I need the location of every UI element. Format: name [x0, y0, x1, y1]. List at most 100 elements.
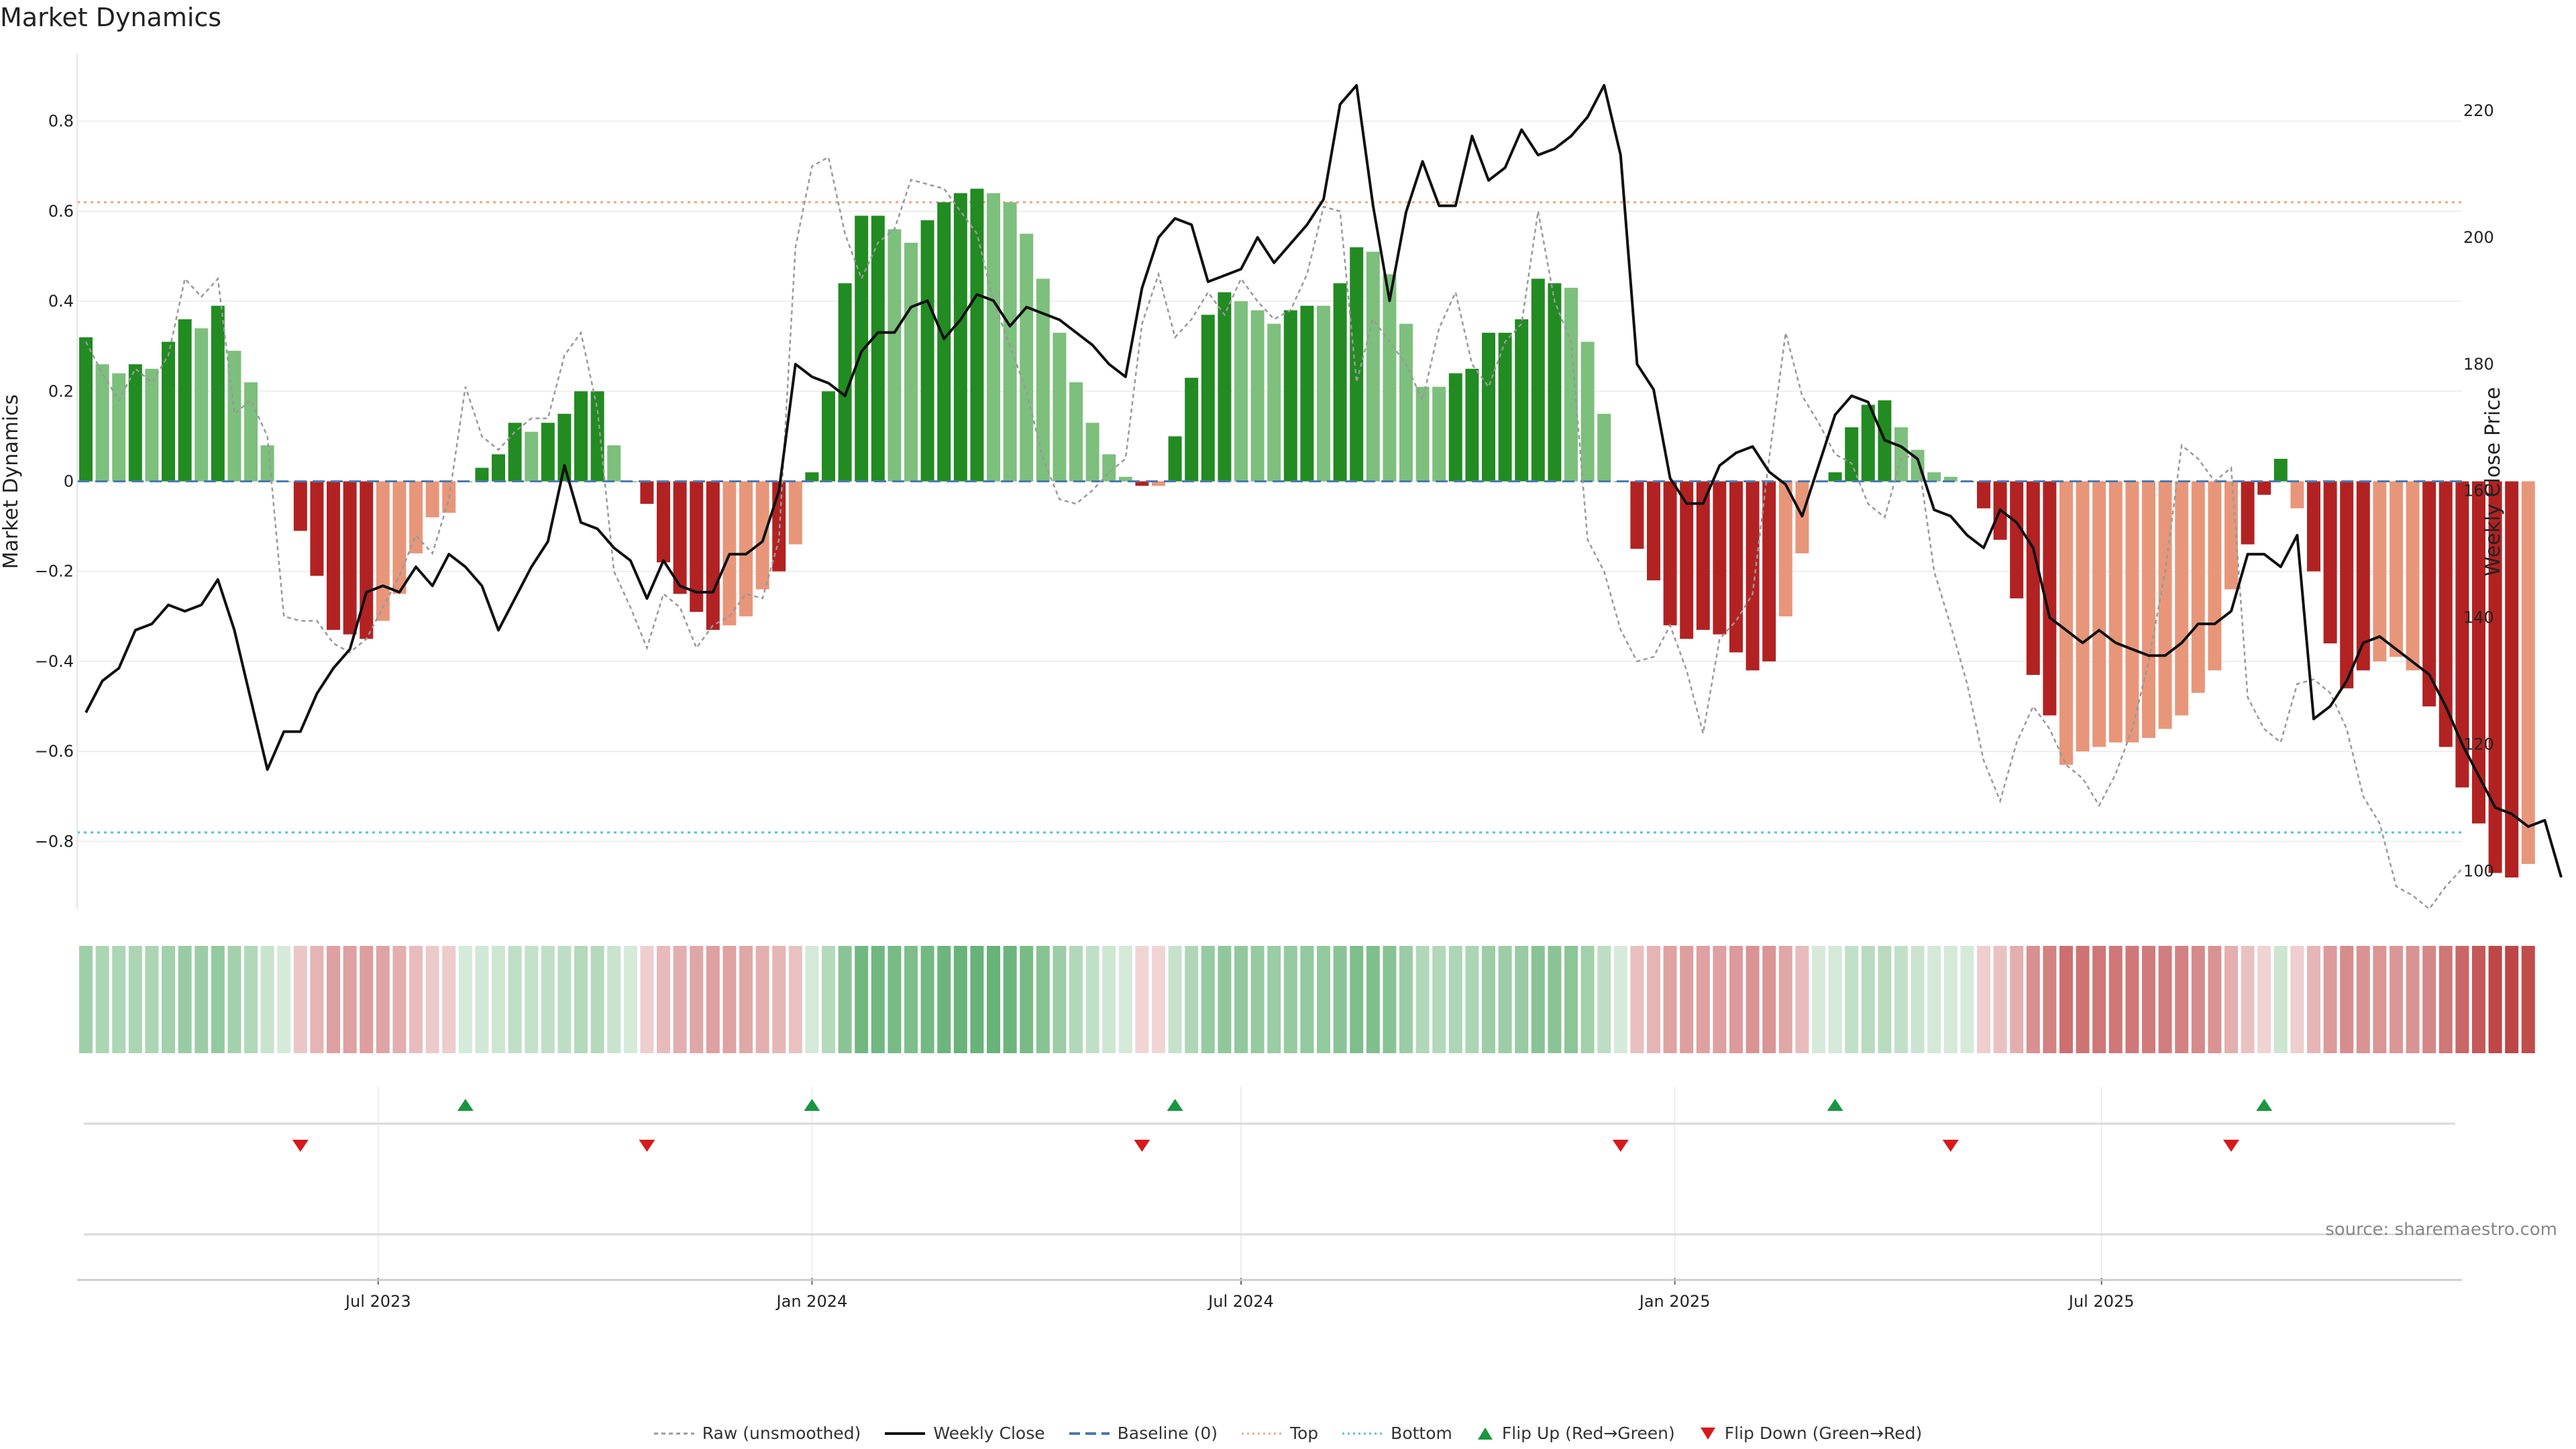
momentum-bar — [1630, 481, 1644, 549]
strip-cell — [227, 946, 241, 1053]
strip-cell — [376, 946, 390, 1053]
strip-cell — [1894, 946, 1908, 1053]
strip-cell — [1993, 946, 2007, 1053]
strip-cell — [772, 946, 786, 1053]
chart-title: Market Dynamics — [0, 3, 222, 32]
momentum-bar — [987, 193, 1000, 482]
strip-cell — [1036, 946, 1050, 1053]
strip-cell — [888, 946, 902, 1053]
strip-cell — [607, 946, 621, 1053]
strip-cell — [260, 946, 274, 1053]
x-tick-label: Jul 2025 — [2068, 1292, 2135, 1311]
momentum-bar — [1102, 454, 1116, 482]
strip-cell — [2472, 946, 2485, 1053]
y2-tick-label: 200 — [2463, 228, 2494, 247]
strip-cell — [1283, 946, 1297, 1053]
momentum-bar — [2340, 481, 2354, 689]
momentum-bar — [1168, 436, 1182, 482]
legend-raw-icon — [653, 1432, 694, 1434]
momentum-bar — [871, 215, 885, 482]
strip-cell — [112, 946, 126, 1053]
legend-raw: Raw (unsmoothed) — [653, 1424, 861, 1443]
y-tick-label: −0.4 — [35, 652, 74, 671]
strip-cell — [360, 946, 374, 1053]
y2-tick-label: 100 — [2463, 861, 2494, 880]
momentum-bar — [1118, 476, 1132, 482]
strip-cell — [2307, 946, 2320, 1053]
momentum-bar — [1085, 423, 1099, 482]
momentum-bar — [2257, 481, 2271, 495]
legend-top-label: Top — [1289, 1424, 1319, 1443]
strip-cell — [310, 946, 324, 1053]
momentum-bar — [1415, 386, 1430, 482]
strip-cell — [409, 946, 423, 1053]
momentum-bar — [1152, 481, 1165, 486]
strip-cell — [1234, 946, 1248, 1053]
strip-cell — [2488, 946, 2502, 1053]
legend-raw-label: Raw (unsmoothed) — [702, 1424, 861, 1443]
momentum-bar — [1317, 305, 1330, 482]
strip-cell — [1020, 946, 1034, 1053]
strip-cell — [178, 946, 192, 1053]
legend-flip-down: Flip Down (Green→Red) — [1699, 1424, 1922, 1443]
strip-cell — [392, 946, 407, 1053]
momentum-bar — [475, 468, 489, 482]
momentum-bar — [1234, 301, 1248, 482]
momentum-bar — [293, 481, 307, 531]
strip-cell — [244, 946, 258, 1053]
strip-cell — [1746, 946, 1760, 1053]
strip-cell — [2158, 946, 2172, 1053]
momentum-bar — [1448, 373, 1462, 482]
strip-cell — [1960, 946, 1974, 1053]
strip-cell — [871, 946, 885, 1053]
strip-cell — [1515, 946, 1529, 1053]
x-tick-label: Jul 2023 — [344, 1292, 411, 1311]
strip-cell — [2373, 946, 2387, 1053]
momentum-bar — [2125, 481, 2139, 743]
momentum-bar — [2273, 458, 2288, 482]
strip-cell — [2505, 946, 2519, 1053]
momentum-bar — [508, 423, 522, 482]
strip-cell — [1118, 946, 1132, 1053]
strip-cell — [2125, 946, 2139, 1053]
y2-tick-label: 180 — [2463, 355, 2494, 374]
flip-markers — [292, 1099, 2273, 1152]
momentum-bar — [739, 481, 753, 616]
raw-series-line — [85, 156, 2463, 910]
strip-cell — [2356, 946, 2370, 1053]
strip-cell — [277, 946, 291, 1053]
strip-cell — [1432, 946, 1446, 1053]
momentum-bar — [937, 202, 951, 482]
momentum-bar — [2438, 481, 2453, 747]
strip-cell — [1085, 946, 1099, 1053]
momentum-bar — [2158, 481, 2172, 729]
momentum-bar — [1267, 323, 1281, 482]
legend-top: Top — [1241, 1424, 1319, 1443]
momentum-bar — [1399, 323, 1413, 482]
momentum-bar — [1762, 481, 1776, 661]
momentum-bar — [409, 481, 423, 553]
momentum-bar — [2191, 481, 2205, 693]
strip-cell — [1943, 946, 1957, 1053]
y2-axis-title: Weekly Close Price — [2481, 387, 2505, 576]
strip-cell — [987, 946, 1000, 1053]
momentum-bar — [211, 305, 225, 482]
strip-cell — [2175, 946, 2189, 1053]
momentum-bar — [1283, 310, 1297, 482]
momentum-bar — [1250, 310, 1265, 482]
strip-cell — [1317, 946, 1330, 1053]
strip-cell — [475, 946, 489, 1053]
flip-down-marker — [292, 1140, 309, 1152]
momentum-bar — [1943, 476, 1957, 482]
strip-cell — [690, 946, 704, 1053]
strip-cell — [657, 946, 670, 1053]
momentum-bar — [1201, 315, 1215, 482]
strip-cell — [1597, 946, 1611, 1053]
momentum-bar — [1003, 202, 1017, 482]
momentum-bar — [1927, 472, 1941, 482]
flip-up-marker — [1827, 1099, 1843, 1111]
legend-bottom-label: Bottom — [1391, 1424, 1452, 1443]
momentum-bar — [392, 481, 407, 594]
legend-top-icon — [1241, 1432, 1282, 1434]
strip-cell — [937, 946, 951, 1053]
